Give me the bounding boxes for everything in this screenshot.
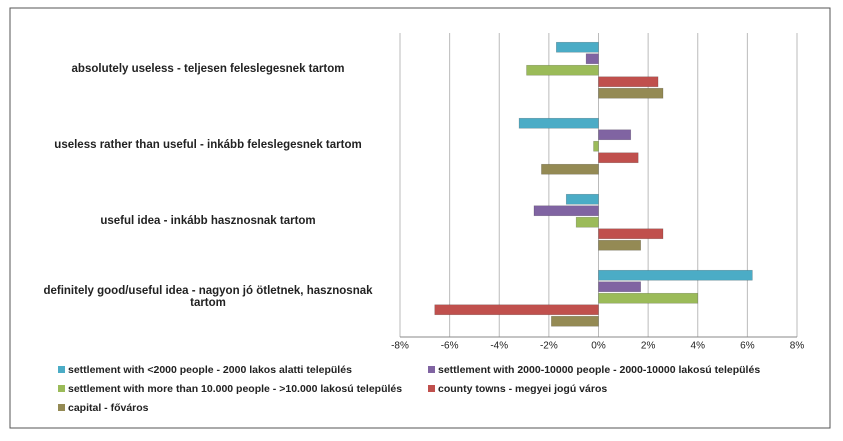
bar — [541, 163, 599, 175]
bar — [518, 117, 599, 129]
chart-border — [9, 7, 831, 429]
bar — [598, 129, 632, 141]
bar — [598, 228, 664, 240]
legend-label: county towns - megyei jogú város — [438, 383, 607, 395]
bar — [598, 269, 753, 281]
bar — [526, 64, 599, 76]
bar — [585, 53, 599, 65]
legend-label: settlement with more than 10.000 people … — [68, 383, 402, 395]
bar — [556, 41, 599, 53]
x-tick-label: 8% — [790, 341, 805, 352]
bar — [565, 193, 599, 205]
legend-swatch — [428, 366, 435, 373]
bar — [434, 304, 599, 316]
bar — [533, 205, 599, 217]
category-label: definitely good/useful idea - nagyon jó … — [43, 285, 373, 309]
bar — [598, 239, 641, 251]
bar — [551, 315, 599, 327]
x-tick-label: 4% — [691, 341, 706, 352]
x-tick-label: -2% — [540, 341, 558, 352]
bar — [575, 216, 599, 228]
bar — [598, 87, 664, 99]
x-tick-label: -8% — [391, 341, 409, 352]
bar — [593, 140, 599, 152]
legend-swatch — [58, 385, 65, 392]
category-label: useful idea - inkább hasznosnak tartom — [100, 215, 316, 227]
x-tick-label: 2% — [641, 341, 656, 352]
category-label: absolutely useless - teljesen felesleges… — [71, 63, 345, 75]
legend-swatch — [58, 404, 65, 411]
bar — [598, 281, 641, 293]
legend-label: settlement with 2000-10000 people - 2000… — [438, 364, 760, 376]
bar — [598, 152, 639, 164]
bar — [598, 292, 699, 304]
legend-swatch — [428, 385, 435, 392]
x-tick-label: -4% — [490, 341, 508, 352]
x-tick-label: 6% — [740, 341, 755, 352]
category-label: useless rather than useful - inkább fele… — [54, 139, 362, 151]
x-tick-label: 0% — [591, 341, 606, 352]
legend-swatch — [58, 366, 65, 373]
x-tick-label: -6% — [441, 341, 459, 352]
bar — [598, 76, 659, 88]
legend-label: settlement with <2000 people - 2000 lako… — [68, 364, 352, 376]
legend-label: capital - főváros — [68, 402, 149, 414]
